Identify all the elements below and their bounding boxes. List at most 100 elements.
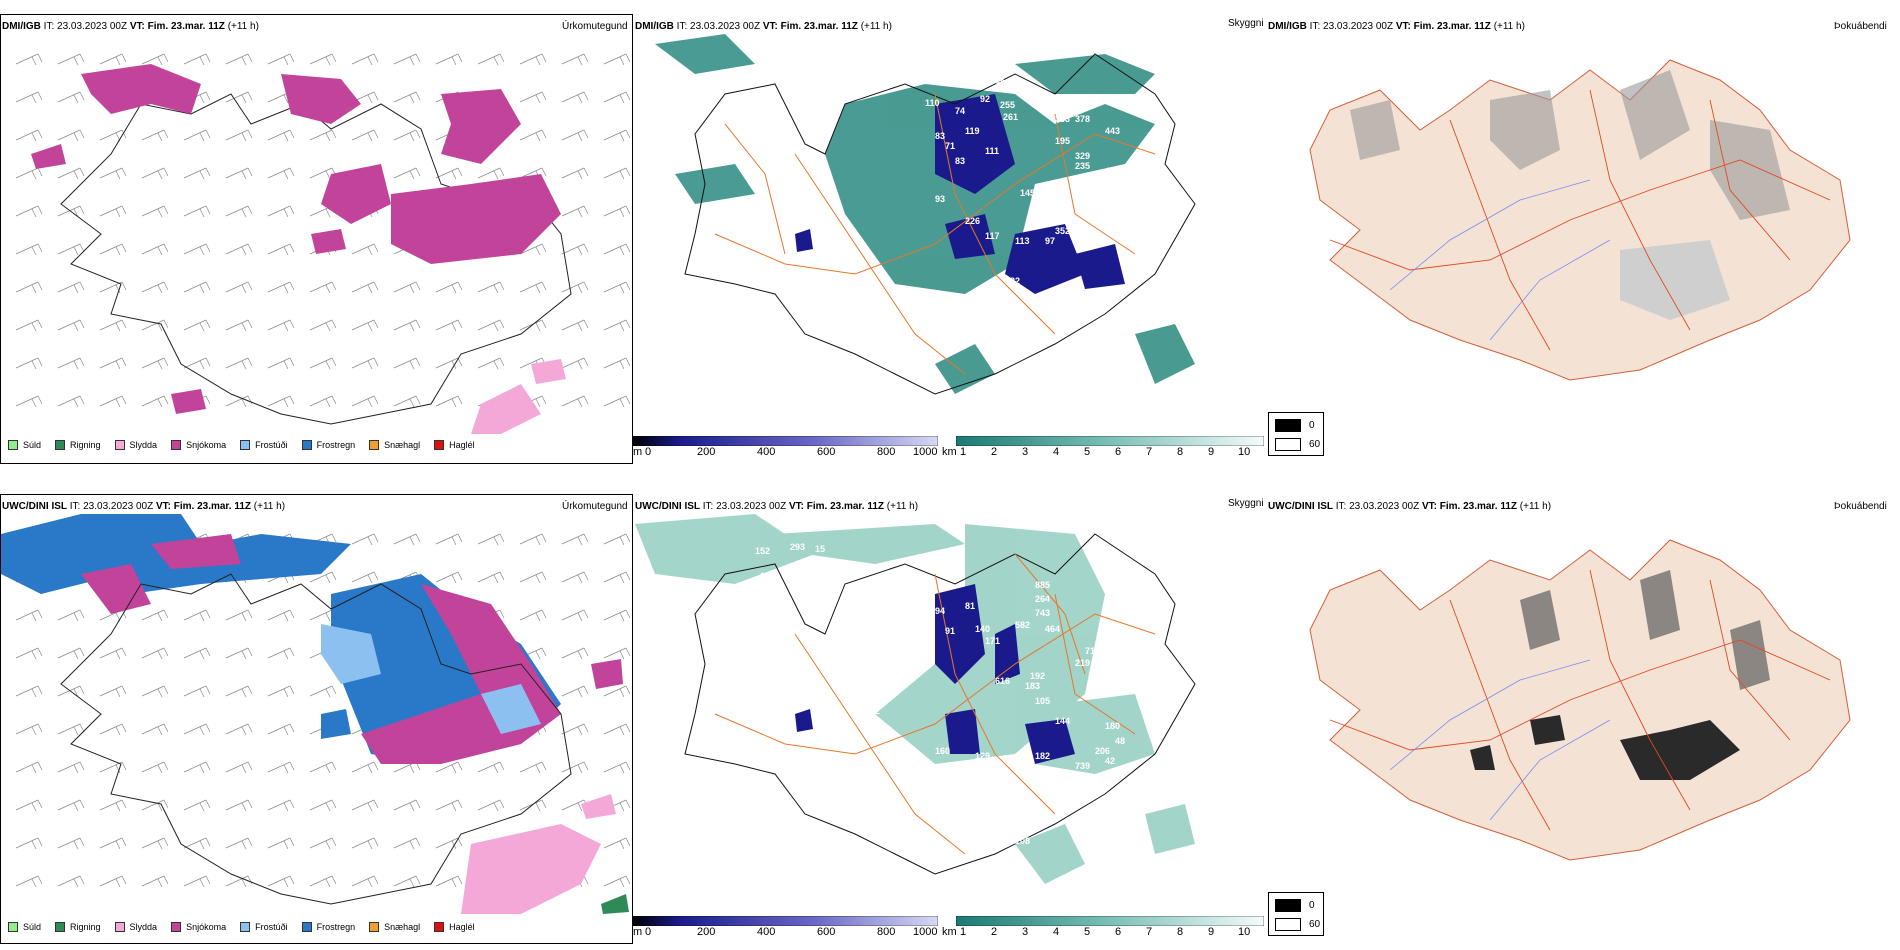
- legend-label: Slydda: [129, 440, 158, 450]
- ceiling-label: 885: [1035, 580, 1050, 590]
- ceiling-label: 81: [965, 601, 975, 611]
- height-unit-label: m: [633, 446, 643, 458]
- ceiling-label: 108: [1015, 836, 1030, 846]
- vis-colorbar-gradient: [956, 436, 1264, 446]
- fog-map-row1: [1309, 59, 1851, 381]
- height-tick-0: 0: [645, 926, 652, 938]
- ceiling-label: 105: [1035, 696, 1050, 706]
- legend-item-2: Slydda: [114, 922, 158, 932]
- ceiling-label: 94: [935, 606, 945, 616]
- fog-legend-row2: 0 60: [1268, 892, 1324, 936]
- ceiling-label: 219: [1075, 658, 1090, 668]
- ceiling-label: 152: [755, 546, 770, 556]
- height-tick-4: 800: [877, 446, 896, 458]
- ceiling-label: 192: [1030, 671, 1045, 681]
- fog-title-row2: Þokuábendi: [1834, 501, 1887, 512]
- header-vis-row2: UWC/DINI ISL IT: 23.03.2023 00Z VT: Fim.…: [635, 501, 919, 512]
- legend-swatch: [301, 440, 312, 450]
- ceiling-label: 103: [1040, 181, 1055, 191]
- legend-swatch: [171, 440, 182, 450]
- legend-item-0: Súld: [8, 922, 41, 932]
- legend-swatch: [301, 922, 312, 932]
- ceiling-label: 226: [965, 216, 980, 226]
- legend-item-5: Frostregn: [301, 922, 356, 932]
- ceiling-label: 955: [835, 86, 850, 96]
- precip-title-row2: Úrkomutegund: [562, 501, 628, 512]
- header-fog-row1: DMI/IGB IT: 23.03.2023 00Z VT: Fim. 23.m…: [1268, 21, 1525, 32]
- legend-label: Slydda: [129, 922, 158, 932]
- height-colorbar-row1: m 0 200 400 600 800 1000: [633, 436, 938, 466]
- legend-item-3: Snjókoma: [171, 440, 226, 450]
- ceiling-label: 15: [815, 544, 825, 554]
- header-precip-row2: UWC/DINI ISL IT: 23.03.2023 00Z VT: Fim.…: [2, 501, 286, 512]
- ceiling-label: 582: [1015, 620, 1030, 630]
- ceiling-label: 330: [755, 68, 770, 78]
- fog-legend-0: 0: [1309, 900, 1315, 911]
- legend-item-6: Snæhagl: [369, 440, 420, 450]
- height-colorbar-gradient: [633, 916, 938, 926]
- legend-swatch: [240, 922, 251, 932]
- legend-label: Frostúði: [255, 922, 288, 932]
- ceiling-label: 122: [1005, 276, 1020, 286]
- ceiling-label: 93: [935, 194, 945, 204]
- legend-label: Frostregn: [316, 440, 356, 450]
- height-tick-3: 600: [817, 446, 836, 458]
- vis-colorbar-gradient: [956, 916, 1264, 926]
- ceiling-label: 206: [1085, 191, 1100, 201]
- legend-label: Súld: [23, 922, 42, 932]
- vis-colorbar-row1: km 1 2 3 4 5 6 7 8 9 10: [942, 436, 1264, 466]
- vis-tick-3: 4: [1053, 926, 1060, 938]
- legend-label: Haglél: [449, 922, 475, 932]
- vis-tick-6: 7: [1146, 926, 1153, 938]
- legend-label: Frostúði: [255, 440, 288, 450]
- ceiling-label: 83: [935, 131, 945, 141]
- legend-label: Frostregn: [316, 922, 356, 932]
- legend-swatch: [8, 922, 18, 932]
- ceiling-label: 261: [1003, 112, 1018, 122]
- ceiling-label: 48: [1115, 736, 1125, 746]
- ceiling-label: 384: [1085, 96, 1100, 106]
- height-colorbar-row2: m 0 200 400 600 800 1000: [633, 916, 938, 946]
- fog-title-row1: Þokuábendi: [1834, 21, 1887, 32]
- ceiling-label: 739: [1075, 761, 1090, 771]
- ceiling-label: 128: [1095, 211, 1110, 221]
- legend-item-5: Frostregn: [301, 440, 356, 450]
- ceiling-label: 195: [1055, 136, 1070, 146]
- height-unit-label: m: [633, 926, 643, 938]
- legend-item-7: Haglél: [434, 922, 475, 932]
- precip-map-row1: [15, 53, 631, 434]
- ceiling-label: 64: [775, 116, 785, 126]
- legend-swatch: [8, 440, 18, 450]
- ceiling-label: 111: [985, 146, 999, 156]
- ceiling-label: 160: [935, 746, 950, 756]
- ceiling-label: 285: [1140, 141, 1155, 151]
- legend-swatch: [114, 440, 125, 450]
- ceiling-label: 443: [1105, 126, 1120, 136]
- ceiling-label: 134: [785, 68, 800, 78]
- vis-tick-4: 5: [1084, 926, 1091, 938]
- ceiling-label: 74: [955, 106, 965, 116]
- ceiling-label: 235: [1075, 161, 1090, 171]
- ceiling-label: 255: [1000, 100, 1015, 110]
- ceiling-label: 289: [1055, 96, 1070, 106]
- ceiling-label: 71: [945, 141, 955, 151]
- vis-unit-label: km: [942, 926, 957, 938]
- vis-tick-3: 4: [1053, 446, 1060, 458]
- vis-colorbar-row2: km 1 2 3 4 5 6 7 8 9 10: [942, 916, 1264, 946]
- legend-label: Haglél: [449, 440, 475, 450]
- legend-item-7: Haglél: [434, 440, 475, 450]
- height-tick-5: 1000: [913, 446, 938, 458]
- fog-map-row2: [1309, 539, 1851, 861]
- ceiling-label: 218: [1135, 166, 1150, 176]
- legend-swatch: [369, 922, 380, 932]
- vis-tick-9: 10: [1238, 446, 1251, 458]
- ceiling-label: 743: [1035, 608, 1050, 618]
- vis-tick-6: 7: [1146, 446, 1153, 458]
- ceiling-label: 145: [1020, 188, 1035, 198]
- legend-item-3: Snjókoma: [171, 922, 226, 932]
- header-fog-row2: UWC/DINI ISL IT: 23.03.2023 00Z VT: Fim.…: [1268, 501, 1552, 512]
- fog-legend-row1: 0 60: [1268, 412, 1324, 456]
- ceiling-label: 333: [1055, 114, 1070, 124]
- legend-item-4: Frostúði: [240, 440, 288, 450]
- ceiling-label: 117: [985, 231, 1000, 241]
